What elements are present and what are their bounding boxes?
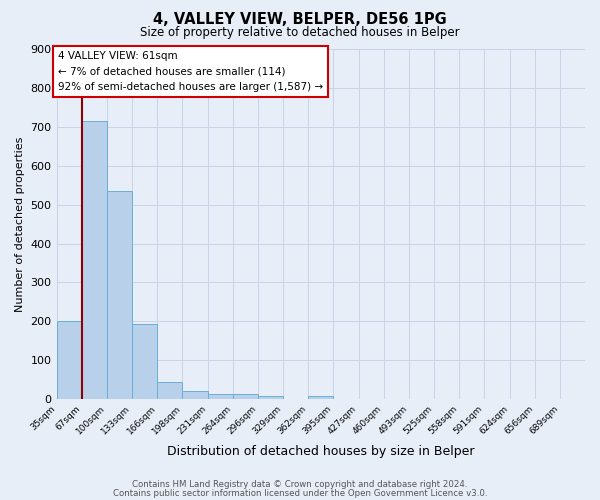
Text: 4 VALLEY VIEW: 61sqm
← 7% of detached houses are smaller (114)
92% of semi-detac: 4 VALLEY VIEW: 61sqm ← 7% of detached ho…	[58, 51, 323, 92]
Y-axis label: Number of detached properties: Number of detached properties	[15, 136, 25, 312]
Text: Contains public sector information licensed under the Open Government Licence v3: Contains public sector information licen…	[113, 488, 487, 498]
Text: Contains HM Land Registry data © Crown copyright and database right 2024.: Contains HM Land Registry data © Crown c…	[132, 480, 468, 489]
Bar	[107, 191, 132, 399]
Bar	[132, 324, 157, 399]
Bar	[82, 122, 107, 399]
Bar	[308, 396, 334, 399]
Bar	[233, 394, 258, 399]
Bar	[208, 394, 233, 399]
Bar	[157, 382, 182, 399]
Bar	[56, 322, 82, 399]
Text: Size of property relative to detached houses in Belper: Size of property relative to detached ho…	[140, 26, 460, 39]
Bar	[258, 396, 283, 399]
X-axis label: Distribution of detached houses by size in Belper: Distribution of detached houses by size …	[167, 444, 475, 458]
Bar	[182, 392, 208, 399]
Text: 4, VALLEY VIEW, BELPER, DE56 1PG: 4, VALLEY VIEW, BELPER, DE56 1PG	[153, 12, 447, 28]
